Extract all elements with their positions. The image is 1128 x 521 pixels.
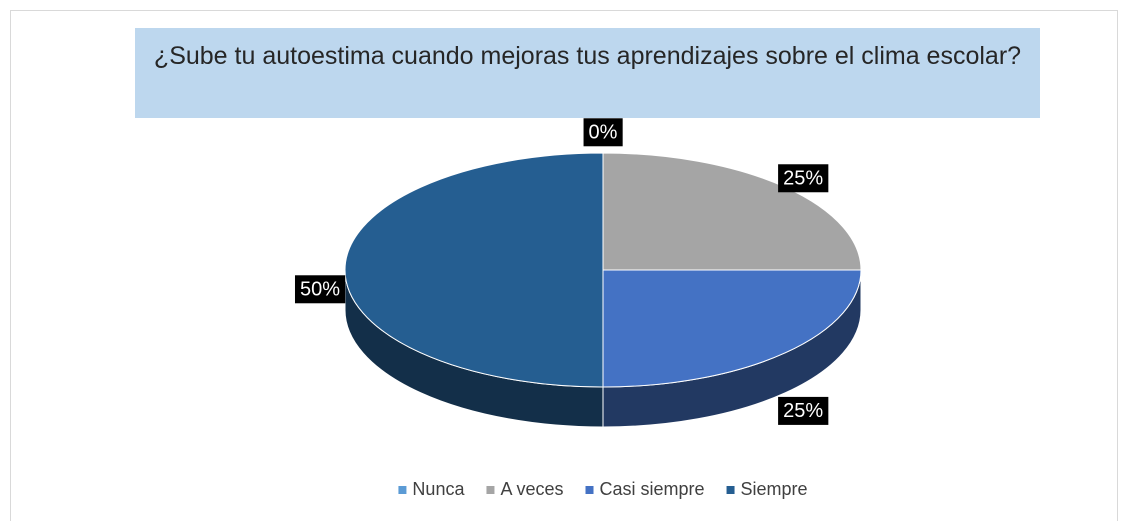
legend-label: A veces xyxy=(500,479,563,499)
legend-swatch xyxy=(726,486,735,494)
legend-label: Nunca xyxy=(412,479,465,499)
data-label-box xyxy=(778,396,829,425)
legend-label: Casi siempre xyxy=(600,479,705,499)
pie-slice xyxy=(602,269,862,388)
data-label-box xyxy=(583,118,623,147)
chart-title: ¿Sube tu autoestima cuando mejoras tus a… xyxy=(135,28,1040,118)
data-label: 25% xyxy=(783,167,823,189)
data-label: 25% xyxy=(783,400,823,422)
pie-slice xyxy=(344,152,604,388)
data-label: 50% xyxy=(300,278,340,300)
legend-label: Siempre xyxy=(741,479,808,499)
data-label: 0% xyxy=(589,121,618,143)
data-label-box xyxy=(294,275,346,304)
legend: Nunca A veces Casi siempre Siempre xyxy=(398,479,808,499)
data-label-box xyxy=(778,164,829,193)
chart-border xyxy=(10,10,1118,521)
legend-swatch xyxy=(398,486,407,494)
legend-swatch xyxy=(486,486,495,494)
legend-swatch xyxy=(585,486,594,494)
